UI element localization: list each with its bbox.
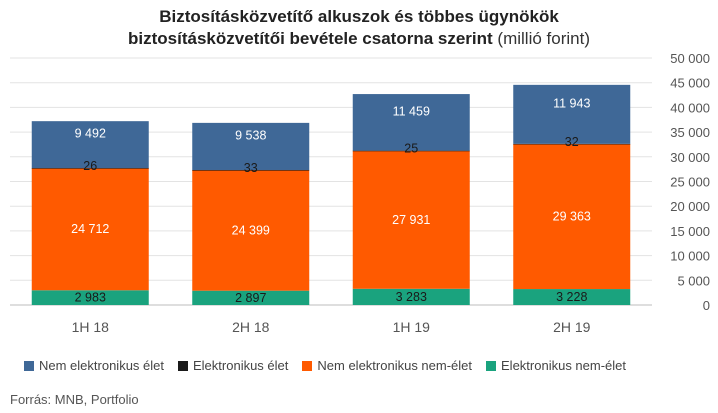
data-label: 32 — [565, 135, 579, 149]
legend-label: Elektronikus nem-élet — [501, 358, 627, 373]
x-tick-label: 2H 19 — [553, 319, 591, 335]
chart-title: Biztosításközvetítő alkuszok és többes ü… — [0, 6, 718, 50]
bar-segment — [513, 144, 631, 290]
y-tick-label: 40 000 — [670, 100, 710, 115]
legend-item: Nem elektronikus nem-élet — [302, 358, 472, 373]
legend-item: Elektronikus élet — [178, 358, 288, 373]
data-label: 33 — [244, 161, 258, 175]
bar-segment — [352, 94, 470, 151]
legend-label: Nem elektronikus élet — [39, 358, 164, 373]
title-unit: (millió forint) — [497, 29, 590, 48]
bar-segment — [31, 168, 149, 291]
title-line-1: Biztosításközvetítő alkuszok és többes ü… — [159, 7, 559, 26]
data-label: 9 538 — [235, 128, 266, 142]
data-label: 25 — [404, 142, 418, 156]
data-label: 26 — [83, 159, 97, 173]
data-label: 2 983 — [75, 291, 106, 305]
bar-segment — [513, 84, 631, 144]
legend-swatch — [178, 360, 188, 371]
data-label: 11 459 — [393, 104, 430, 118]
legend-label: Nem elektronikus nem-élet — [317, 358, 473, 373]
legend-item: Elektronikus nem-élet — [486, 358, 626, 373]
title-line-2: biztosításközvetítői bevétele csatorna s… — [128, 29, 493, 48]
bar-segment — [352, 150, 470, 152]
data-label: 29 363 — [553, 210, 591, 224]
legend-swatch — [24, 360, 34, 371]
bar-segment — [513, 289, 631, 305]
y-tick-label: 35 000 — [670, 125, 710, 140]
bar-segment — [192, 170, 310, 291]
legend-item: Nem elektronikus élet — [24, 358, 164, 373]
legend-swatch — [486, 360, 497, 371]
y-tick-label: 50 000 — [670, 51, 710, 66]
bar-segment — [352, 288, 470, 305]
y-tick-label: 25 000 — [670, 175, 710, 190]
y-tick-label: 15 000 — [670, 224, 710, 239]
y-tick-label: 0 — [703, 298, 710, 313]
data-label: 2 897 — [235, 291, 266, 305]
bar-segment — [513, 143, 631, 145]
x-tick-label: 1H 18 — [72, 319, 110, 335]
legend-swatch — [302, 360, 313, 371]
bar-segment — [192, 122, 310, 170]
y-tick-label: 5 000 — [677, 273, 710, 288]
source-note: Forrás: MNB, Portfolio — [10, 392, 139, 407]
bar-segment — [31, 168, 149, 169]
bar-segment — [31, 121, 149, 169]
y-tick-label: 30 000 — [670, 150, 710, 165]
data-label: 11 943 — [553, 96, 590, 110]
bar-segment — [352, 150, 470, 289]
x-tick-label: 2H 18 — [232, 319, 270, 335]
data-label: 3 283 — [396, 290, 427, 304]
x-tick-label: 1H 19 — [393, 319, 431, 335]
y-tick-label: 45 000 — [670, 76, 710, 91]
bar-segment — [192, 169, 310, 171]
data-label: 3 228 — [556, 290, 587, 304]
bar-segment — [31, 290, 149, 305]
bar-segment — [192, 290, 310, 305]
data-label: 24 399 — [232, 223, 270, 237]
data-label: 9 492 — [75, 127, 106, 141]
data-label: 27 931 — [392, 213, 430, 227]
y-tick-label: 10 000 — [670, 249, 710, 264]
data-label: 24 712 — [71, 222, 109, 236]
legend-label: Elektronikus élet — [193, 358, 289, 373]
y-tick-label: 20 000 — [670, 199, 710, 214]
legend: Nem elektronikus élet Elektronikus élet Ne… — [24, 358, 626, 373]
